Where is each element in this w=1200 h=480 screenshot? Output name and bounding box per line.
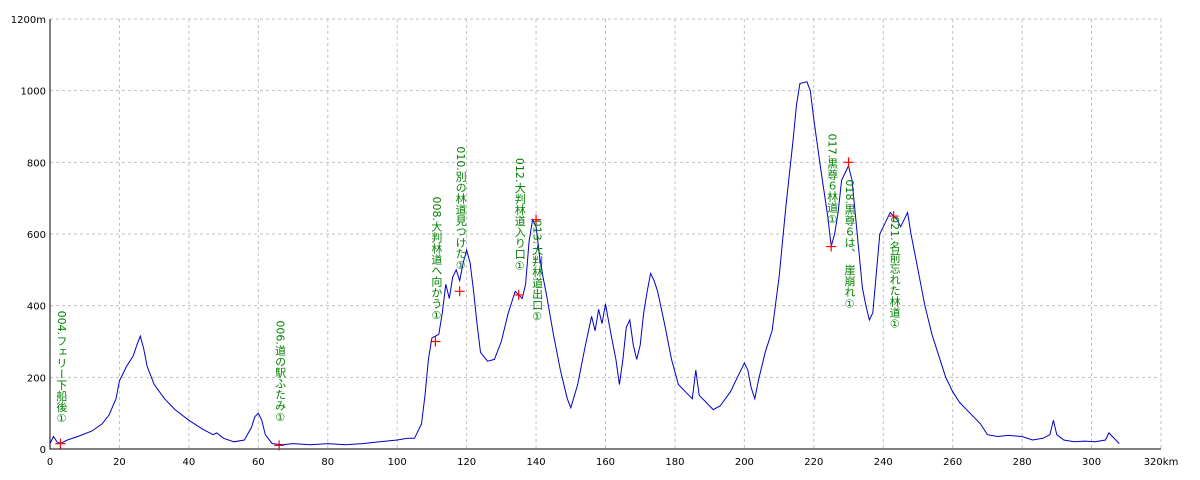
axis (49, 19, 1161, 450)
x-tick-label: 80 (321, 457, 334, 468)
x-tick-label: 0 (47, 457, 53, 468)
waypoint-label: 006.道の駅ふたみ① (274, 320, 287, 424)
x-tick-label: 140 (527, 457, 546, 468)
waypoint-marker (826, 241, 837, 252)
y-tick-label: 0 (40, 445, 46, 456)
x-tick-label: 40 (183, 457, 196, 468)
y-tick-label: 400 (27, 302, 46, 313)
waypoint-marker (430, 336, 441, 347)
waypoint-label: 012.大判林道入り口① (513, 158, 526, 273)
x-tick-label: 320km (1144, 457, 1179, 468)
waypoint-label: 017.黒尊６林道① (826, 134, 839, 227)
x-tick-label: 20 (113, 457, 126, 468)
x-tick-label: 240 (874, 457, 893, 468)
waypoint-marker (274, 440, 285, 451)
waypoint-marker (513, 289, 524, 300)
y-tick-label: 800 (27, 158, 46, 169)
x-tick-label: 180 (665, 457, 684, 468)
waypoint-label: 018.黒尊６は、 崖崩れ① (843, 179, 856, 310)
y-tick-label: 1200m (11, 15, 46, 26)
x-tick-label: 100 (388, 457, 407, 468)
waypoint-label: 004.フェリー下船後① (55, 311, 68, 426)
x-tick-label: 160 (596, 457, 615, 468)
x-tick-label: 200 (735, 457, 754, 468)
waypoint-label: 008.大判林道へ向かう① (430, 197, 443, 323)
x-tick-label: 60 (252, 457, 265, 468)
waypoint-marker (843, 157, 854, 168)
elevation-line (49, 81, 1120, 446)
x-tick-label: 260 (943, 457, 962, 468)
waypoint-label: 010.別の林道見つけた① (454, 146, 467, 271)
waypoint-label: 021.名前忘れた林道① (888, 216, 901, 330)
x-tick-label: 220 (804, 457, 823, 468)
y-tick-label: 1000 (21, 87, 46, 98)
waypoint-marker (454, 286, 465, 297)
x-tick-label: 120 (457, 457, 476, 468)
waypoint-label: 013.大判林道出口① (531, 220, 544, 324)
waypoint-marker (55, 438, 66, 449)
y-tick-label: 200 (27, 373, 46, 384)
y-tick-label: 600 (27, 230, 46, 241)
x-tick-label: 300 (1082, 457, 1101, 468)
x-tick-label: 280 (1013, 457, 1032, 468)
waypoint-marker (531, 214, 542, 225)
waypoint-marker (888, 211, 899, 222)
